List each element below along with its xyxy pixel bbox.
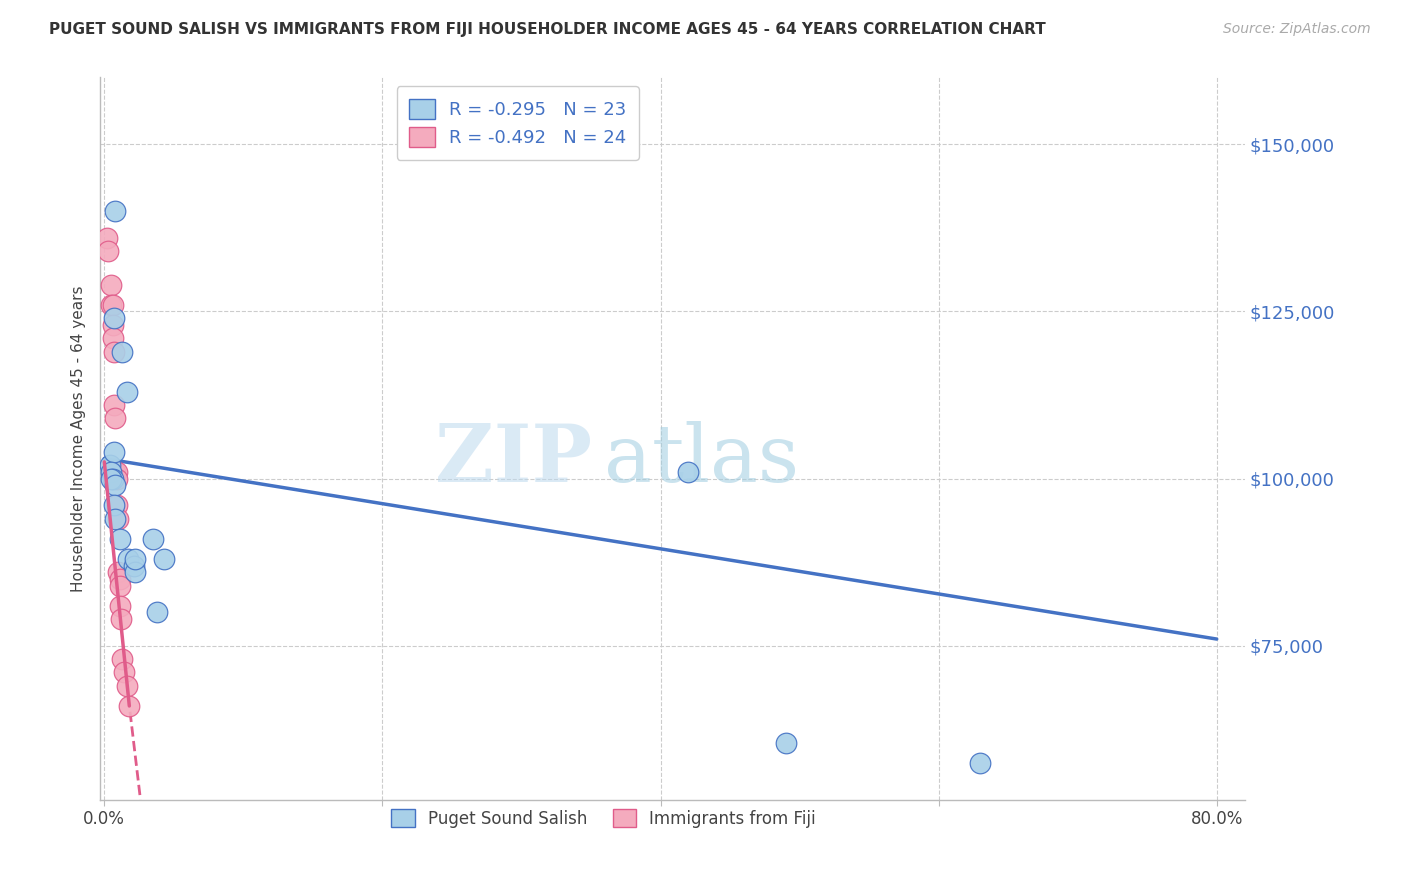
Text: Source: ZipAtlas.com: Source: ZipAtlas.com [1223,22,1371,37]
Point [124,551,146,566]
Point [107,512,129,526]
Point [115,679,138,693]
Point [118,698,141,713]
Point [100,298,122,312]
Point [103,344,125,359]
Point [101,318,124,332]
Point [103,311,125,326]
Point [115,384,138,399]
Point [108,599,131,613]
Point [98,458,121,473]
Point [775,736,797,750]
Point [108,572,131,586]
Point [678,465,700,479]
Point [108,532,131,546]
Point [108,578,131,592]
Point [103,499,125,513]
Point [107,565,129,579]
Point [96,231,118,245]
Text: ZIP: ZIP [436,421,592,500]
Point [105,465,128,479]
Point [100,277,122,292]
Point [104,512,127,526]
Point [112,665,135,680]
Point [969,756,991,770]
Point [122,558,145,573]
Point [101,472,124,486]
Point [146,605,169,619]
Point [104,465,127,479]
Point [105,472,128,486]
Point [111,344,134,359]
Point [110,612,132,626]
Point [101,298,124,312]
Point [105,499,128,513]
Y-axis label: Householder Income Ages 45 - 64 years: Householder Income Ages 45 - 64 years [72,285,86,591]
Point [103,445,125,459]
Point [100,472,122,486]
Point [101,331,124,345]
Point [103,398,125,412]
Point [100,465,122,479]
Point [111,652,134,666]
Point [124,565,146,579]
Point [153,551,176,566]
Text: PUGET SOUND SALISH VS IMMIGRANTS FROM FIJI HOUSEHOLDER INCOME AGES 45 - 64 YEARS: PUGET SOUND SALISH VS IMMIGRANTS FROM FI… [49,22,1046,37]
Legend: Puget Sound Salish, Immigrants from Fiji: Puget Sound Salish, Immigrants from Fiji [385,803,823,835]
Text: atlas: atlas [603,421,799,500]
Point [117,551,139,566]
Point [142,532,165,546]
Point [104,411,127,425]
Point [97,244,120,259]
Point [104,204,127,219]
Point [104,478,127,492]
